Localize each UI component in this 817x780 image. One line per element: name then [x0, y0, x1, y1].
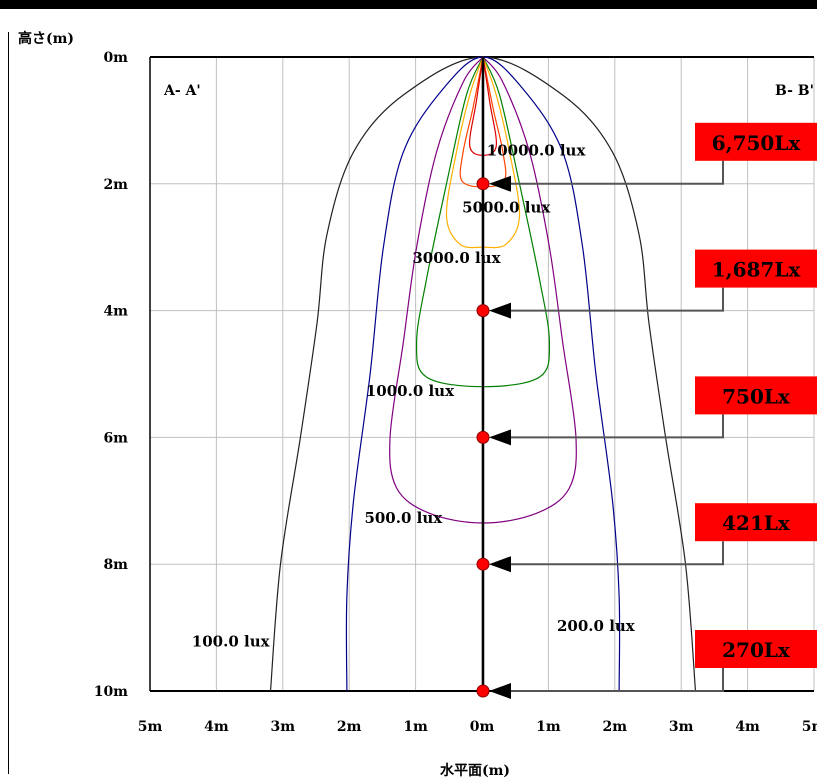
- contour-label: 5000.0 lux: [462, 198, 551, 216]
- leader-line: [511, 541, 724, 566]
- contour-label: 200.0 lux: [557, 617, 636, 635]
- contour-label: 3000.0 lux: [412, 249, 501, 267]
- illuminance-box: [695, 376, 817, 415]
- x-tick-label: 4m: [735, 719, 760, 735]
- contour-label: 10000.0 lux: [487, 141, 587, 159]
- x-tick-label: 5m: [802, 719, 817, 735]
- arrow-head: [489, 683, 511, 699]
- illuminance-box: [695, 122, 817, 161]
- y-tick-label: 2m: [103, 177, 128, 193]
- illuminance-value: 270Lx: [722, 638, 791, 662]
- y-tick-label: 6m: [103, 430, 128, 446]
- x-tick-label: 3m: [669, 719, 694, 735]
- x-tick-label: 1m: [403, 719, 428, 735]
- arrow-head: [489, 556, 511, 573]
- arrow-head: [489, 175, 511, 192]
- left-rule: [8, 32, 9, 774]
- illuminance-value: 6,750Lx: [712, 131, 802, 155]
- x-tick-label: 3m: [271, 719, 296, 735]
- x-tick-label: 4m: [204, 719, 229, 735]
- measurement-point: [476, 557, 490, 571]
- section-label-left: A- A': [163, 83, 201, 99]
- arrow-head: [489, 429, 511, 446]
- leader-line: [511, 668, 724, 692]
- illuminance-box: [695, 249, 817, 288]
- measurement-point: [476, 304, 490, 318]
- y-tick-label: 4m: [103, 304, 128, 320]
- illuminance-value: 750Lx: [722, 384, 791, 408]
- arrow-head: [489, 302, 511, 319]
- y-tick-label: 0m: [103, 50, 128, 66]
- illuminance-value: 1,687Lx: [712, 258, 802, 282]
- illuminance-box: [695, 630, 817, 668]
- x-tick-label: 2m: [603, 719, 628, 735]
- y-axis-label: 高さ(m): [18, 31, 75, 47]
- measurement-point: [476, 177, 490, 191]
- measurement-point: [476, 684, 490, 698]
- x-tick-label: 0m: [470, 719, 495, 735]
- leader-line: [511, 287, 724, 312]
- x-tick-label: 5m: [138, 719, 163, 735]
- contour-label: 100.0 lux: [192, 633, 271, 651]
- contour-label: 500.0 lux: [364, 509, 443, 527]
- illuminance-value: 421Lx: [722, 511, 791, 535]
- section-label-right: B- B': [775, 83, 814, 99]
- top-bar: [0, 0, 817, 9]
- contour-label: 1000.0 lux: [366, 382, 455, 400]
- illuminance-box: [695, 503, 817, 542]
- y-tick-label: 10m: [94, 684, 128, 700]
- leader-line: [511, 160, 724, 185]
- measurement-point: [476, 430, 490, 444]
- y-tick-label: 8m: [103, 557, 128, 573]
- x-tick-label: 2m: [337, 719, 362, 735]
- x-tick-label: 1m: [536, 719, 561, 735]
- leader-line: [511, 414, 724, 439]
